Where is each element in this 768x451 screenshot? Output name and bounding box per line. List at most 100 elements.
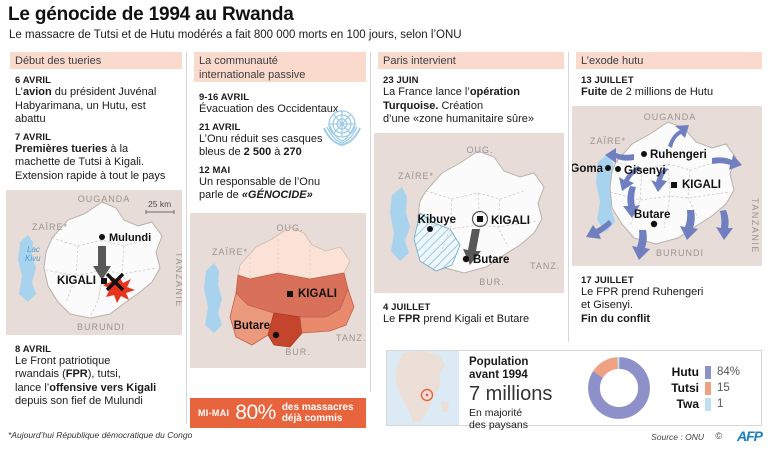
- legend-name-twa: Twa: [676, 397, 699, 411]
- panel-paris-intervient: Paris intervient 23 JUIN La France lance…: [374, 52, 564, 327]
- map-paris-intervient: OUG. ZAÏRE* BUR. TANZ. Kibuye KIGALI But…: [374, 132, 564, 293]
- panel-header-debut: Début des tueries: [6, 52, 182, 69]
- svg-text:Kivu: Kivu: [25, 254, 41, 263]
- svg-text:TANZ.: TANZ.: [336, 333, 366, 343]
- svg-text:Ruhengeri: Ruhengeri: [650, 149, 707, 161]
- map-regions-touchees: OUG. ZAÏRE* BUR. TANZ. KIGALI Butare: [190, 212, 366, 368]
- scalebar-label: 25 km: [148, 199, 171, 209]
- banner-percent: 80%: [235, 401, 276, 424]
- panel-body-debut-2: 8 AVRIL Le Front patriotique rwandais (FP…: [6, 335, 182, 409]
- population-title-line2: avant 1994: [469, 369, 528, 381]
- legend-row-tutsi: Tutsi 15: [671, 381, 747, 395]
- text-4-juillet: Le FPR prend Kigali et Butare: [383, 312, 530, 325]
- map-debut-des-tueries: OUGANDA ZAÏRE* BURUNDI TANZANIE Lac Kivu…: [6, 189, 182, 335]
- population-value: 7 millions: [469, 383, 553, 405]
- svg-text:BUR.: BUR.: [285, 347, 311, 357]
- legend-swatch-tutsi: [705, 381, 711, 395]
- panel-exode-hutu: L’exode hutu 13 JUILLET Fuite de 2 milli…: [572, 52, 762, 327]
- un-logo-icon: [323, 110, 361, 147]
- svg-text:ZAÏRE*: ZAÏRE*: [212, 247, 248, 257]
- panel-header-label: L’exode hutu: [581, 54, 644, 67]
- legend-name-tutsi: Tutsi: [671, 381, 699, 395]
- donut-svg: [588, 357, 650, 419]
- svg-text:TANZANIE: TANZANIE: [750, 198, 760, 254]
- panel-body-debut: 6 AVRIL L’avion du président Juvénal Hab…: [6, 69, 182, 184]
- svg-text:Butare: Butare: [634, 209, 670, 221]
- svg-text:Gisenyi: Gisenyi: [624, 165, 666, 177]
- text-7-avril: Premières tueries à la machette de Tutsi…: [15, 142, 166, 182]
- svg-text:Kibuye: Kibuye: [418, 214, 456, 226]
- svg-text:BURUNDI: BURUNDI: [77, 322, 125, 332]
- date-21-avril: 21 AVRIL: [199, 121, 241, 133]
- panel-body-paris-2: 4 JUILLET Le FPR prend Kigali et Butare: [374, 293, 564, 327]
- svg-text:ZAÏRE*: ZAÏRE*: [398, 171, 434, 181]
- svg-text:Butare: Butare: [473, 254, 509, 266]
- svg-text:BUR.: BUR.: [479, 277, 505, 287]
- legend-row-hutu: Hutu 84%: [672, 365, 747, 379]
- panel-body-paris: 23 JUIN La France lance l’opération Turqu…: [374, 69, 564, 127]
- date-23-juin: 23 JUIN: [383, 75, 419, 86]
- svg-text:ZAÏRE*: ZAÏRE*: [590, 136, 626, 146]
- text-17-juillet: Le FPR prend Ruhengeri et Gisenyi. Fin du …: [581, 285, 704, 325]
- svg-text:BURUNDI: BURUNDI: [656, 248, 704, 258]
- legend-swatch-hutu: [705, 365, 711, 379]
- svg-text:KIGALI: KIGALI: [491, 215, 530, 227]
- text-6-avril: L’avion du président Juvénal Habyarimana…: [15, 86, 157, 126]
- copyright-symbol: ©: [715, 431, 722, 441]
- banner-mi-mai-80: MI-MAI 80% des massacres déjà commis: [190, 398, 366, 428]
- svg-text:Butare: Butare: [234, 320, 270, 332]
- panel-header-label: Paris intervient: [383, 54, 456, 67]
- legend-swatch-twa: [705, 397, 711, 411]
- band-strip: [190, 52, 194, 82]
- svg-text:KIGALI: KIGALI: [298, 288, 337, 300]
- page-title: Le génocide de 1994 au Rwanda: [8, 4, 294, 25]
- svg-text:OUGANDA: OUGANDA: [78, 194, 131, 204]
- text-12-mai: Un responsable de l’Onu parle de «GÉNOCID…: [199, 175, 321, 202]
- donut-slice-twa: [588, 357, 650, 419]
- svg-text:Lac: Lac: [27, 245, 40, 254]
- text-21-avril: L’Onu réduit ses casques bleus de 2 500 à…: [199, 132, 323, 159]
- panel-header-label: La communauté internationale passive: [199, 55, 306, 81]
- svg-text:ZAÏRE*: ZAÏRE*: [32, 222, 68, 232]
- svg-text:KIGALI: KIGALI: [57, 275, 96, 287]
- banner-text: des massacres déjà commis: [281, 401, 354, 425]
- date-7-avril: 7 AVRIL: [15, 131, 52, 143]
- text-23-juin: La France lance l’opération Turquoise. Cr…: [383, 86, 535, 126]
- panel-header-exode: L’exode hutu: [572, 52, 762, 69]
- column-divider-3: [568, 52, 569, 342]
- panel-debut-des-tueries: Début des tueries 6 AVRIL L’avion du pré…: [6, 52, 182, 409]
- date-6-avril: 6 AVRIL: [15, 75, 52, 86]
- population-note: En majorité des paysans: [469, 407, 577, 431]
- date-9-16-avril: 9-16 AVRIL: [199, 92, 250, 103]
- afp-logo: AFP: [737, 428, 763, 444]
- donut-slice-hutu: [588, 357, 650, 419]
- population-legend: Hutu 84% Tutsi 15 Twa 1: [661, 351, 761, 425]
- panel-communaute-internationale: La communauté internationale passive 9-16…: [190, 52, 496, 429]
- svg-text:Goma: Goma: [572, 163, 604, 175]
- svg-text:KIGALI: KIGALI: [682, 179, 721, 191]
- population-title: Population avant 1994: [469, 356, 577, 382]
- band-strip: [6, 52, 10, 69]
- panel-body-communaute: 9-16 AVRIL Évacuation des Occidentaux 21…: [190, 82, 366, 203]
- header-divider: [0, 48, 768, 49]
- source-label: Source : ONU: [651, 432, 704, 442]
- svg-text:TANZANIE: TANZANIE: [174, 252, 182, 308]
- band-strip: [374, 52, 378, 69]
- svg-text:OUG.: OUG.: [276, 223, 303, 233]
- population-note-line1: En majorité: [469, 407, 523, 419]
- legend-row-twa: Twa 1: [677, 397, 747, 411]
- population-title-line1: Population: [469, 356, 529, 368]
- column-divider-2: [370, 52, 371, 392]
- text-9-16-avril: Évacuation des Occidentaux: [199, 103, 339, 115]
- text-13-juillet: Fuite de 2 millions de Hutu: [581, 86, 714, 98]
- panel-header-paris: Paris intervient: [374, 52, 564, 69]
- panel-population: Population avant 1994 7 millions En majo…: [386, 350, 762, 431]
- band-strip: [572, 52, 576, 69]
- legend-value-hutu: 84%: [717, 366, 741, 378]
- legend-value-tutsi: 15: [717, 382, 730, 394]
- date-12-mai: 12 MAI: [199, 164, 231, 176]
- date-4-juillet: 4 JUILLET: [383, 301, 431, 313]
- svg-text:OUGANDA: OUGANDA: [644, 112, 697, 122]
- svg-text:Mulundi: Mulundi: [109, 232, 151, 244]
